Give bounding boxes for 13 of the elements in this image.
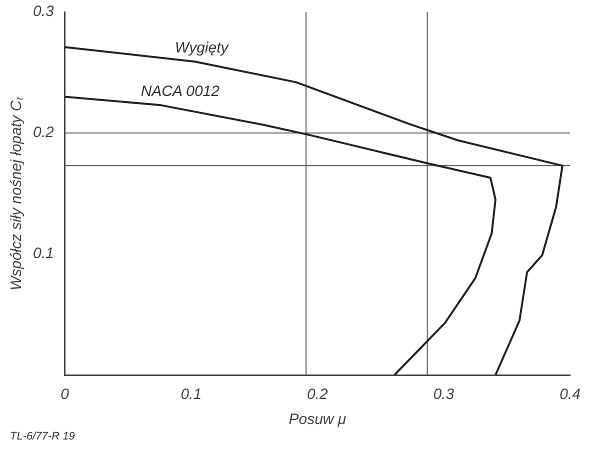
- series-label: Wygięty: [174, 39, 230, 56]
- x-tick-label: 0.2: [306, 386, 329, 404]
- x-tick-label: 0: [60, 386, 70, 404]
- x-tick-label: 0.1: [180, 386, 202, 404]
- series-label: NACA 0012: [140, 82, 220, 100]
- y-axis-title: Współcz siły nośnej łopaty Cₜ: [8, 95, 26, 291]
- y-tick-label: 0.3: [32, 3, 54, 20]
- x-axis-title: Posuw μ: [288, 411, 346, 428]
- x-tick-label: 0.3: [433, 386, 455, 404]
- text: TL-6/77-R 19: [10, 430, 75, 443]
- y-tick-label: 0.1: [32, 245, 54, 262]
- y-tick-label: 0.2: [32, 124, 54, 142]
- x-tick-label: 0.4: [560, 386, 580, 404]
